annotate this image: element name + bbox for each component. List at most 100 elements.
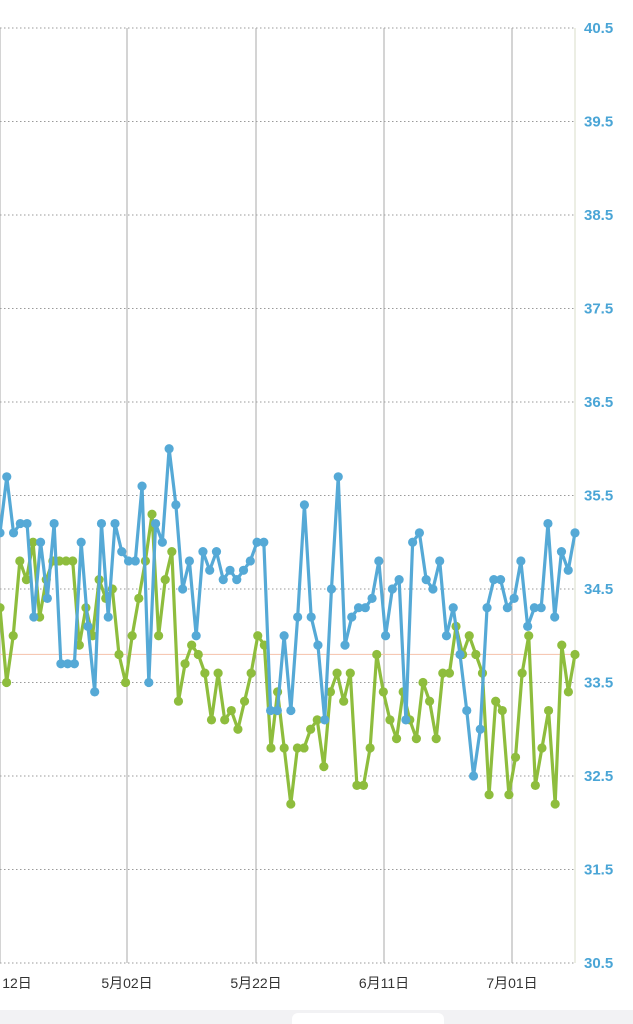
data-point[interactable] bbox=[103, 612, 113, 622]
data-point[interactable] bbox=[173, 696, 184, 706]
data-point[interactable] bbox=[570, 649, 580, 660]
data-point[interactable] bbox=[0, 528, 5, 538]
data-point[interactable] bbox=[293, 612, 303, 622]
data-point[interactable] bbox=[147, 509, 157, 519]
data-point[interactable] bbox=[380, 631, 391, 641]
data-point[interactable] bbox=[252, 537, 262, 547]
data-point[interactable] bbox=[306, 724, 316, 734]
data-point[interactable] bbox=[340, 640, 350, 650]
data-point[interactable] bbox=[431, 734, 441, 744]
data-point[interactable] bbox=[56, 659, 66, 669]
data-point[interactable] bbox=[286, 799, 296, 809]
data-point[interactable] bbox=[272, 705, 282, 716]
data-point[interactable] bbox=[35, 537, 46, 547]
data-point[interactable] bbox=[523, 621, 533, 632]
data-point[interactable] bbox=[556, 547, 567, 557]
data-point[interactable] bbox=[325, 687, 336, 697]
data-point[interactable] bbox=[509, 593, 519, 603]
data-point[interactable] bbox=[299, 500, 310, 510]
data-point[interactable] bbox=[134, 593, 144, 603]
data-point[interactable] bbox=[253, 631, 263, 641]
data-point[interactable] bbox=[394, 575, 404, 585]
data-point[interactable] bbox=[313, 640, 323, 650]
data-point[interactable] bbox=[563, 565, 573, 575]
data-point[interactable] bbox=[8, 528, 19, 538]
data-point[interactable] bbox=[438, 668, 448, 678]
data-point[interactable] bbox=[563, 687, 573, 697]
data-point[interactable] bbox=[319, 762, 329, 772]
data-point[interactable] bbox=[22, 518, 32, 529]
data-point[interactable] bbox=[21, 575, 32, 585]
data-point[interactable] bbox=[497, 705, 507, 716]
data-point[interactable] bbox=[435, 556, 445, 566]
data-point[interactable] bbox=[421, 575, 431, 585]
data-point[interactable] bbox=[144, 677, 154, 688]
data-point[interactable] bbox=[550, 799, 560, 809]
data-point[interactable] bbox=[184, 556, 195, 566]
data-point[interactable] bbox=[529, 603, 540, 613]
data-point[interactable] bbox=[15, 556, 25, 566]
data-point[interactable] bbox=[471, 649, 481, 660]
data-point[interactable] bbox=[191, 631, 201, 641]
data-point[interactable] bbox=[178, 584, 188, 594]
data-point[interactable] bbox=[320, 715, 330, 725]
data-point[interactable] bbox=[154, 631, 164, 641]
data-point[interactable] bbox=[504, 790, 514, 800]
data-point[interactable] bbox=[206, 715, 217, 725]
data-point[interactable] bbox=[536, 603, 546, 613]
data-point[interactable] bbox=[110, 518, 120, 529]
data-point[interactable] bbox=[489, 575, 499, 585]
data-point[interactable] bbox=[444, 668, 455, 678]
data-point[interactable] bbox=[530, 780, 540, 790]
data-point[interactable] bbox=[211, 547, 222, 557]
data-point[interactable] bbox=[49, 518, 59, 529]
data-point[interactable] bbox=[259, 537, 269, 547]
data-point[interactable] bbox=[358, 780, 369, 790]
data-point[interactable] bbox=[550, 612, 560, 622]
data-point[interactable] bbox=[292, 743, 303, 753]
data-point[interactable] bbox=[408, 537, 418, 547]
data-point[interactable] bbox=[0, 603, 5, 613]
data-point[interactable] bbox=[367, 593, 377, 603]
data-point[interactable] bbox=[76, 537, 86, 547]
data-point[interactable] bbox=[391, 734, 402, 744]
data-point[interactable] bbox=[193, 649, 203, 660]
data-point[interactable] bbox=[63, 659, 73, 669]
data-point[interactable] bbox=[372, 649, 382, 660]
data-point[interactable] bbox=[455, 649, 465, 660]
data-point[interactable] bbox=[90, 687, 100, 697]
data-point[interactable] bbox=[387, 584, 397, 594]
data-point[interactable] bbox=[482, 603, 492, 613]
data-point[interactable] bbox=[200, 668, 210, 678]
data-point[interactable] bbox=[15, 518, 25, 529]
data-point[interactable] bbox=[385, 715, 395, 725]
data-point[interactable] bbox=[326, 584, 337, 594]
data-point[interactable] bbox=[232, 575, 242, 585]
data-point[interactable] bbox=[238, 565, 249, 575]
data-point[interactable] bbox=[220, 715, 230, 725]
data-point[interactable] bbox=[187, 640, 197, 650]
data-point[interactable] bbox=[279, 631, 289, 641]
data-point[interactable] bbox=[345, 668, 355, 678]
data-point[interactable] bbox=[441, 631, 452, 641]
data-point[interactable] bbox=[537, 743, 547, 753]
data-point[interactable] bbox=[167, 547, 177, 557]
data-point[interactable] bbox=[353, 603, 364, 613]
data-point[interactable] bbox=[117, 547, 127, 557]
data-point[interactable] bbox=[160, 575, 170, 585]
data-point[interactable] bbox=[401, 715, 411, 725]
data-point[interactable] bbox=[127, 631, 137, 641]
data-point[interactable] bbox=[2, 677, 12, 688]
data-point[interactable] bbox=[484, 790, 494, 800]
data-point[interactable] bbox=[130, 556, 140, 566]
data-point[interactable] bbox=[265, 705, 276, 716]
bottom-segment-pill[interactable] bbox=[292, 1013, 444, 1024]
data-point[interactable] bbox=[468, 771, 479, 781]
data-point[interactable] bbox=[225, 565, 235, 575]
data-point[interactable] bbox=[339, 696, 349, 706]
data-point[interactable] bbox=[218, 575, 228, 585]
data-point[interactable] bbox=[524, 631, 534, 641]
data-point[interactable] bbox=[333, 472, 343, 482]
data-point[interactable] bbox=[120, 677, 131, 688]
data-point[interactable] bbox=[332, 668, 342, 678]
